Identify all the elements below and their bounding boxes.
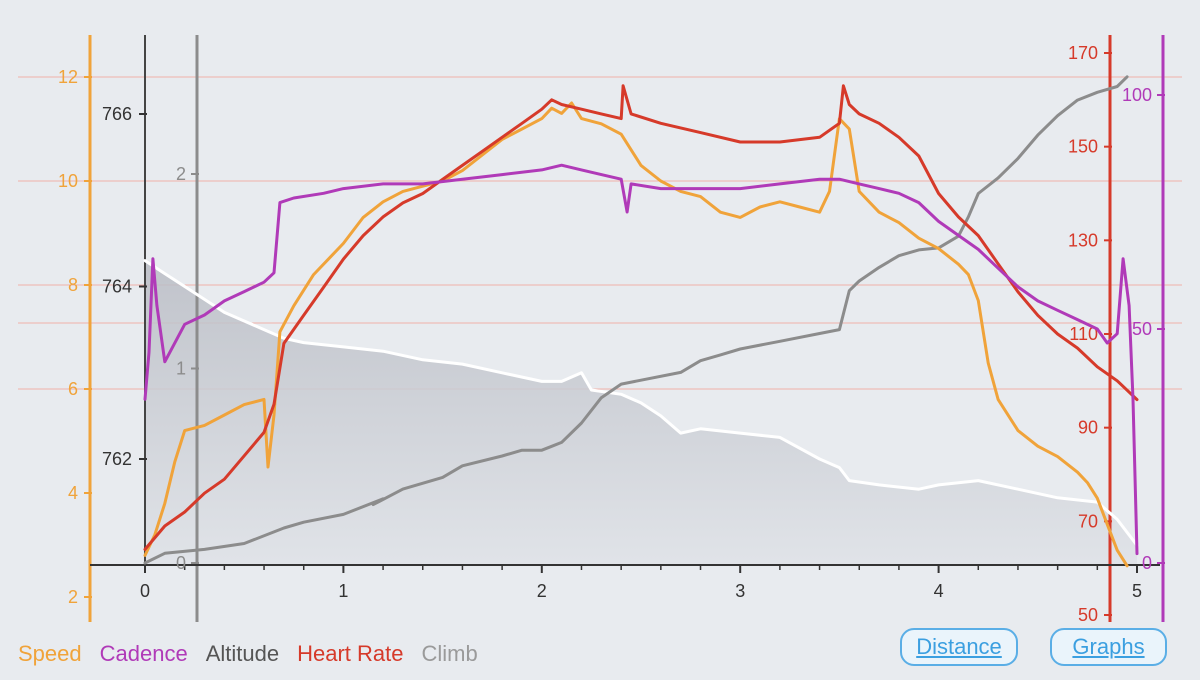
series-line-cadence <box>143 163 1139 556</box>
x-tick-label: 5 <box>1132 581 1142 601</box>
legend-altitude[interactable]: Altitude <box>205 641 280 666</box>
y-tick-label: 6 <box>68 379 78 399</box>
y-tick-label: 2 <box>68 587 78 607</box>
x-tick-label: 2 <box>537 581 547 601</box>
series-line-climb <box>143 75 1129 565</box>
y-tick-label: 100 <box>1122 85 1152 105</box>
x-tick-label: 3 <box>735 581 745 601</box>
legend-climb[interactable]: Climb <box>421 641 478 666</box>
graphs-button[interactable]: Graphs <box>1050 628 1167 666</box>
y-tick-label: 8 <box>68 275 78 295</box>
y-tick-label: 4 <box>68 483 78 503</box>
series-line-heart-rate <box>143 84 1139 551</box>
y-tick-label: 12 <box>58 67 78 87</box>
y-tick-label: 50 <box>1132 319 1152 339</box>
y-tick-label: 90 <box>1078 418 1098 438</box>
y-tick-label: 110 <box>1069 324 1098 344</box>
x-tick-label: 0 <box>140 581 150 601</box>
x-tick-label: 1 <box>338 581 348 601</box>
y-tick-label: 50 <box>1078 605 1098 625</box>
y-tick-label: 1 <box>176 359 186 379</box>
y-tick-label: 766 <box>102 104 132 124</box>
y-tick-label: 130 <box>1068 230 1098 250</box>
y-tick-label: 0 <box>1142 553 1152 573</box>
y-tick-label: 10 <box>58 171 78 191</box>
altitude-area <box>145 260 1137 565</box>
y-tick-label: 150 <box>1068 137 1098 157</box>
legend-speed[interactable]: Speed <box>18 641 82 666</box>
distance-button[interactable]: Distance <box>900 628 1018 666</box>
legend: Speed Cadence Altitude Heart Rate Climb <box>18 640 478 668</box>
y-tick-label: 764 <box>102 277 132 297</box>
y-tick-label: 170 <box>1068 43 1098 63</box>
x-tick-label: 4 <box>934 581 944 601</box>
y-tick-label: 0 <box>176 553 186 573</box>
y-tick-label: 762 <box>102 449 132 469</box>
series-line-altitude <box>143 259 1139 547</box>
y-tick-label: 70 <box>1078 511 1098 531</box>
legend-heart-rate[interactable]: Heart Rate <box>297 641 404 666</box>
y-tick-label: 2 <box>176 164 186 184</box>
legend-cadence[interactable]: Cadence <box>99 641 188 666</box>
